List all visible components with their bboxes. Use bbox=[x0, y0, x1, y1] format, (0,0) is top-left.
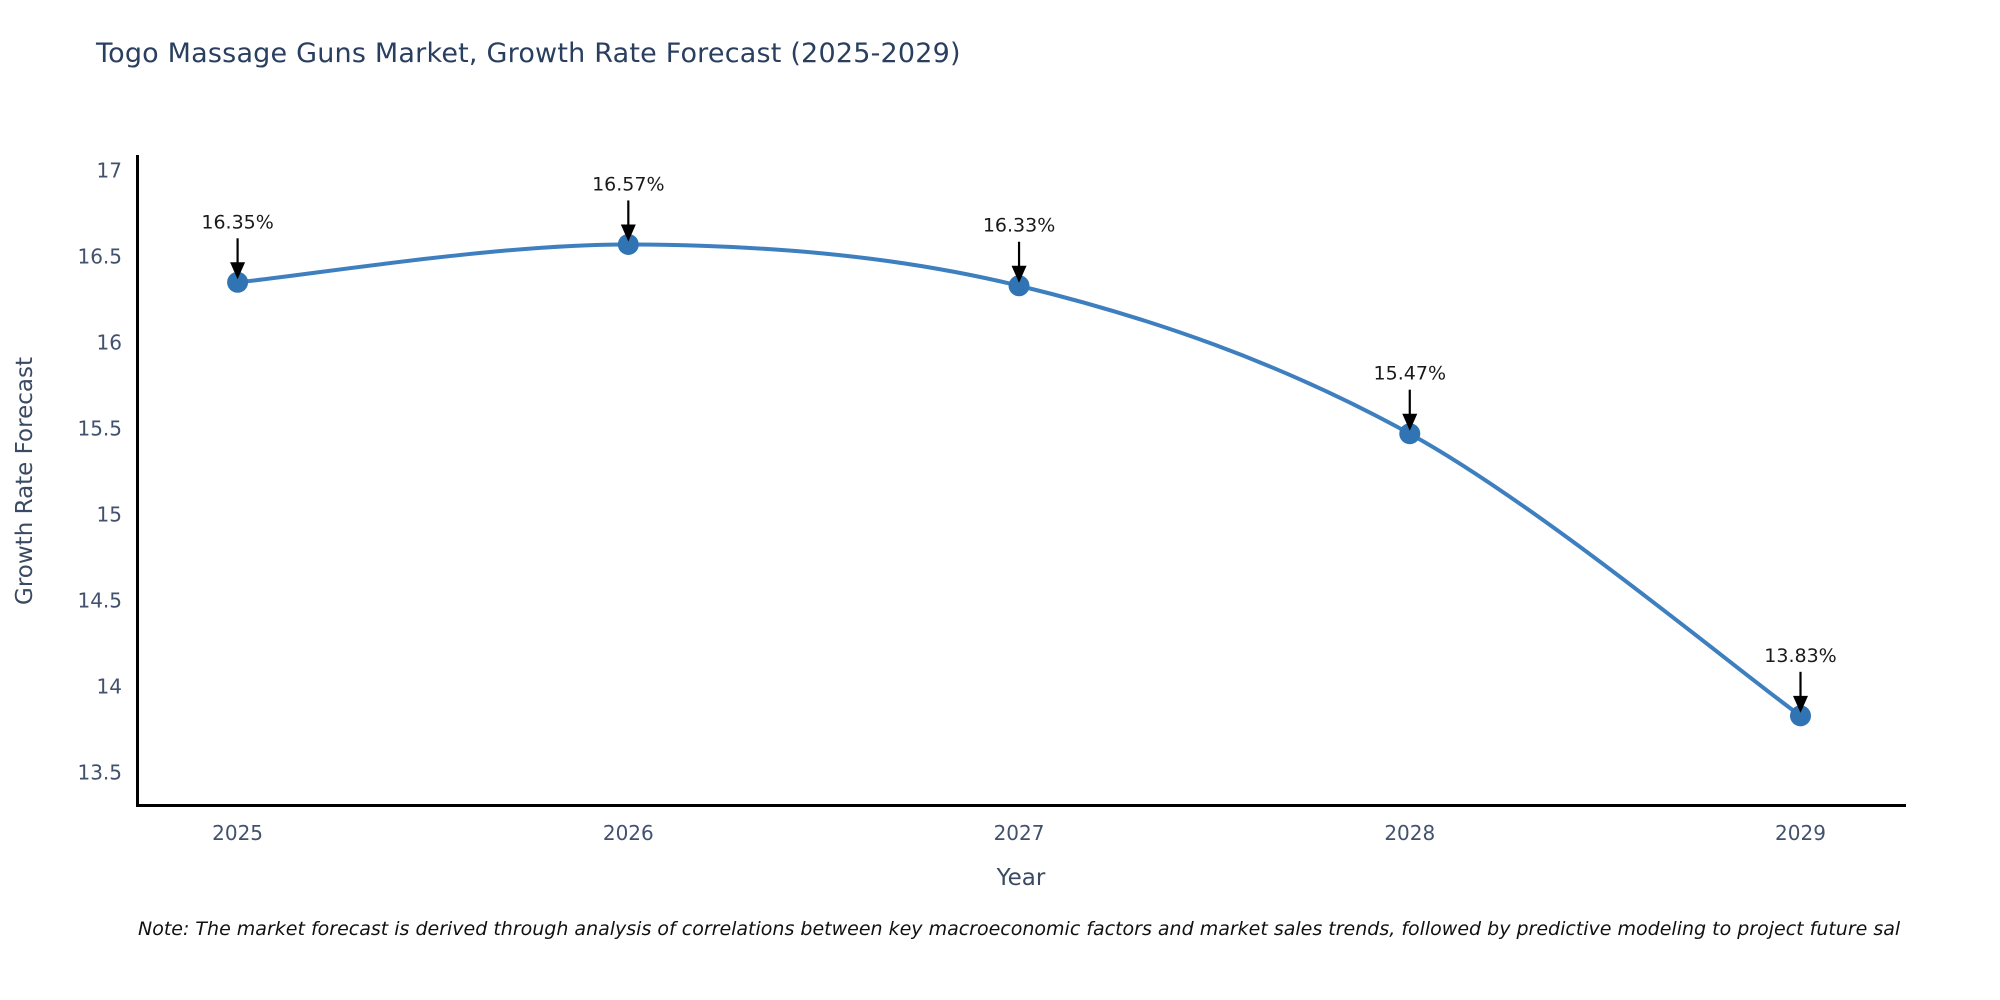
footnote: Note: The market forecast is derived thr… bbox=[138, 918, 1901, 940]
axis-lines bbox=[136, 155, 1906, 807]
x-tick-label: 2025 bbox=[212, 821, 263, 845]
x-tick-label: 2027 bbox=[994, 821, 1045, 845]
x-axis-title: Year bbox=[996, 865, 1046, 891]
data-point-marker bbox=[1008, 275, 1030, 297]
data-point-marker bbox=[227, 271, 249, 293]
y-tick-label: 15.5 bbox=[77, 417, 122, 441]
x-tick-label: 2029 bbox=[1775, 821, 1826, 845]
chart-title: Togo Massage Guns Market, Growth Rate Fo… bbox=[96, 38, 961, 69]
y-tick-label: 14 bbox=[97, 675, 122, 699]
data-point-label: 15.47% bbox=[1374, 363, 1446, 385]
data-point-label: 16.33% bbox=[983, 215, 1055, 237]
data-point-label: 13.83% bbox=[1764, 645, 1836, 667]
data-point-label: 16.35% bbox=[201, 211, 273, 233]
data-point-marker bbox=[1399, 423, 1421, 445]
y-tick-label: 14.5 bbox=[77, 589, 122, 613]
y-axis-title: Growth Rate Forecast bbox=[12, 357, 38, 605]
y-tick-label: 16 bbox=[97, 331, 122, 355]
series-line bbox=[235, 242, 1803, 718]
y-tick-label: 15 bbox=[97, 503, 122, 527]
data-point-marker bbox=[1790, 705, 1812, 727]
y-tick-label: 17 bbox=[97, 158, 122, 182]
data-point-marker bbox=[617, 233, 639, 255]
x-tick-label: 2028 bbox=[1384, 821, 1435, 845]
annotation-arrow-head bbox=[1793, 695, 1809, 713]
x-tick-label: 2026 bbox=[603, 821, 654, 845]
annotation-arrow-head bbox=[620, 224, 636, 242]
y-tick-label: 16.5 bbox=[77, 244, 122, 268]
annotation-arrow-head bbox=[1011, 265, 1027, 283]
y-tick-label: 13.5 bbox=[77, 761, 122, 785]
annotation-arrow-head bbox=[1402, 413, 1418, 431]
annotation-arrow-head bbox=[230, 262, 246, 280]
data-point-label: 16.57% bbox=[592, 173, 664, 195]
